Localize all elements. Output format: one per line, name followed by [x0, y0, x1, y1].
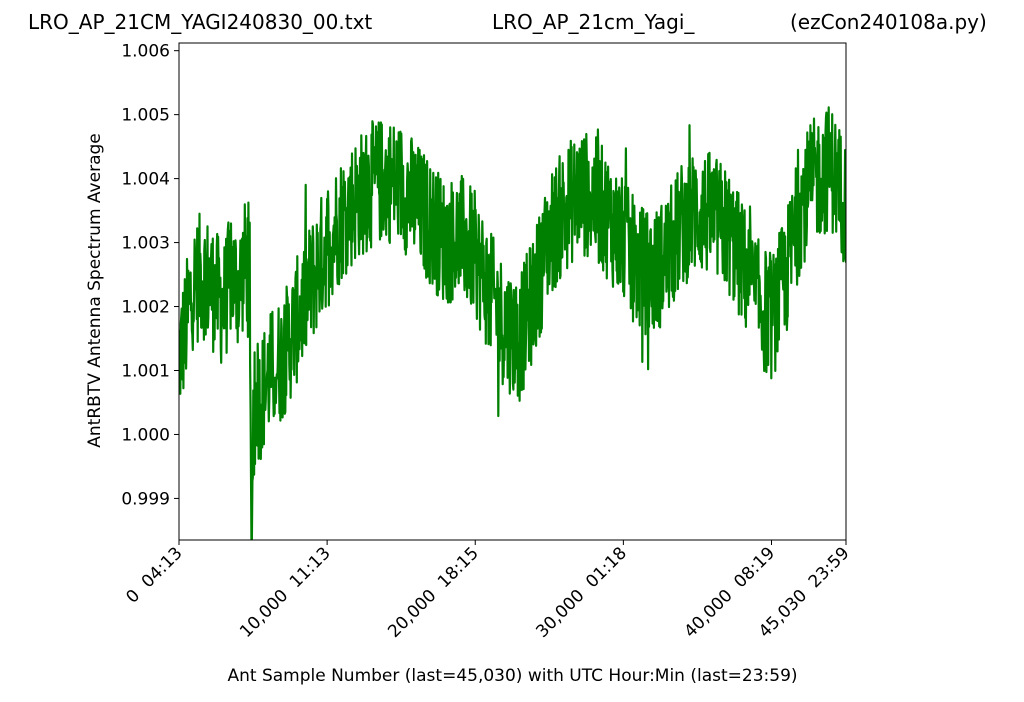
series-path-0 — [179, 106, 846, 540]
x-tick-label-0: 0 04:13 — [122, 543, 186, 607]
y-tick-label-5: 1.004 — [121, 170, 170, 190]
chart-title-center: LRO_AP_21cm_Yagi_ — [492, 10, 695, 34]
chart-title-right: (ezCon240108a.py) — [790, 10, 987, 34]
y-tick-label-2: 1.001 — [121, 361, 170, 381]
x-axis-label: Ant Sample Number (last=45,030) with UTC… — [227, 666, 797, 686]
y-tick-label-4: 1.003 — [121, 234, 170, 254]
series-line-0 — [179, 106, 846, 540]
x-tick-label-2: 20,000 18:15 — [384, 543, 482, 641]
chart-title-left: LRO_AP_21CM_YAGI240830_00.txt — [28, 10, 373, 34]
y-tick-label-1: 1.000 — [121, 425, 170, 445]
y-axis-label: AntRBTV Antenna Spectrum Average — [85, 133, 105, 447]
y-tick-label-0: 0.999 — [121, 489, 170, 509]
y-tick-label-6: 1.005 — [121, 106, 170, 126]
y-tick-label-3: 1.002 — [121, 298, 170, 318]
x-tick-label-1: 10,000 11:13 — [236, 543, 334, 641]
y-tick-label-7: 1.006 — [121, 42, 170, 62]
plot-frame — [178, 42, 847, 541]
x-tick-label-3: 30,000 01:18 — [532, 543, 630, 641]
